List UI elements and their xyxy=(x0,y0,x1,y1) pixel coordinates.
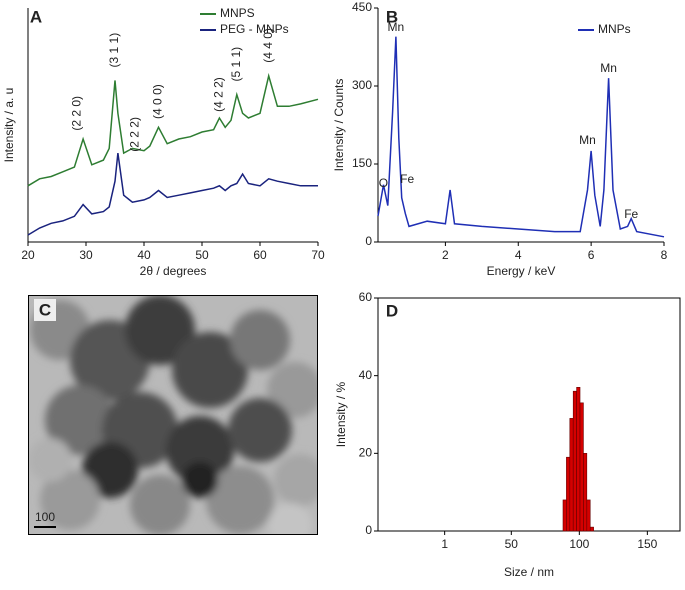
y-tick-label: 20 xyxy=(359,446,373,460)
x-tick-label: 50 xyxy=(505,537,519,551)
x-tick-label: 60 xyxy=(253,248,267,262)
y-axis-label: Intensity / a. u xyxy=(2,88,16,163)
data-line xyxy=(27,72,319,187)
annotation: (4 2 2) xyxy=(212,77,226,112)
annotation: (2 2 0) xyxy=(69,96,83,131)
x-tick-label: 6 xyxy=(588,248,595,262)
bar xyxy=(562,499,567,532)
annotation: O xyxy=(379,176,388,190)
bar xyxy=(583,453,588,532)
annotation: (4 0 0) xyxy=(151,84,165,119)
x-tick-label: 100 xyxy=(569,537,589,551)
y-tick-label: 60 xyxy=(359,290,373,304)
y-tick-label: 450 xyxy=(352,0,372,14)
annotation: Mn xyxy=(388,20,405,34)
x-tick-label: 30 xyxy=(79,248,93,262)
y-tick-label: 150 xyxy=(352,156,372,170)
panel-label-box xyxy=(34,299,56,321)
y-tick-label: 0 xyxy=(365,234,372,248)
bar xyxy=(586,499,591,532)
annotation: (4 4 0) xyxy=(261,28,275,63)
y-tick-label: 300 xyxy=(352,78,372,92)
bar xyxy=(566,456,571,532)
plot-frame xyxy=(377,297,681,532)
bar xyxy=(569,418,574,532)
x-tick-label: 150 xyxy=(637,537,657,551)
legend-label: MNPS xyxy=(220,6,255,20)
annotation: (3 1 1) xyxy=(107,33,121,68)
x-axis-label: Energy / keV xyxy=(487,264,556,278)
panel-label: A xyxy=(30,7,42,26)
scale-label: 100 xyxy=(35,510,55,524)
data-line xyxy=(27,152,318,236)
annotation: (2 2 2) xyxy=(127,117,141,152)
panel-label: B xyxy=(386,7,398,26)
x-axis-label: Size / nm xyxy=(504,565,554,579)
x-tick-label: 20 xyxy=(21,248,35,262)
annotation: Fe xyxy=(400,172,414,186)
y-tick-label: 0 xyxy=(365,523,372,537)
bar xyxy=(572,390,577,532)
annotation: Mn xyxy=(579,133,596,147)
bar xyxy=(579,402,584,532)
legend-label: PEG - MNPs xyxy=(220,22,289,36)
x-tick-label: 2 xyxy=(442,248,449,262)
annotation: Mn xyxy=(600,61,617,75)
tem-image xyxy=(28,295,318,535)
panel-label: D xyxy=(386,301,398,320)
x-tick-label: 70 xyxy=(311,248,325,262)
bar xyxy=(576,387,581,532)
annotation: Fe xyxy=(624,207,638,221)
y-tick-label: 40 xyxy=(359,368,373,382)
x-tick-label: 40 xyxy=(137,248,151,262)
x-tick-label: 8 xyxy=(661,248,668,262)
x-tick-label: 50 xyxy=(195,248,209,262)
y-axis-label: Intensity / % xyxy=(334,381,348,447)
x-tick-label: 1 xyxy=(441,537,448,551)
legend-label: MNPs xyxy=(598,22,631,36)
x-axis-label: 2θ / degrees xyxy=(140,264,207,278)
x-tick-label: 4 xyxy=(515,248,522,262)
data-line xyxy=(377,36,665,238)
y-axis-label: Intensity / Counts xyxy=(332,79,346,172)
annotation: (5 1 1) xyxy=(229,47,243,82)
panel-label: C xyxy=(39,300,51,319)
bar xyxy=(589,526,594,532)
